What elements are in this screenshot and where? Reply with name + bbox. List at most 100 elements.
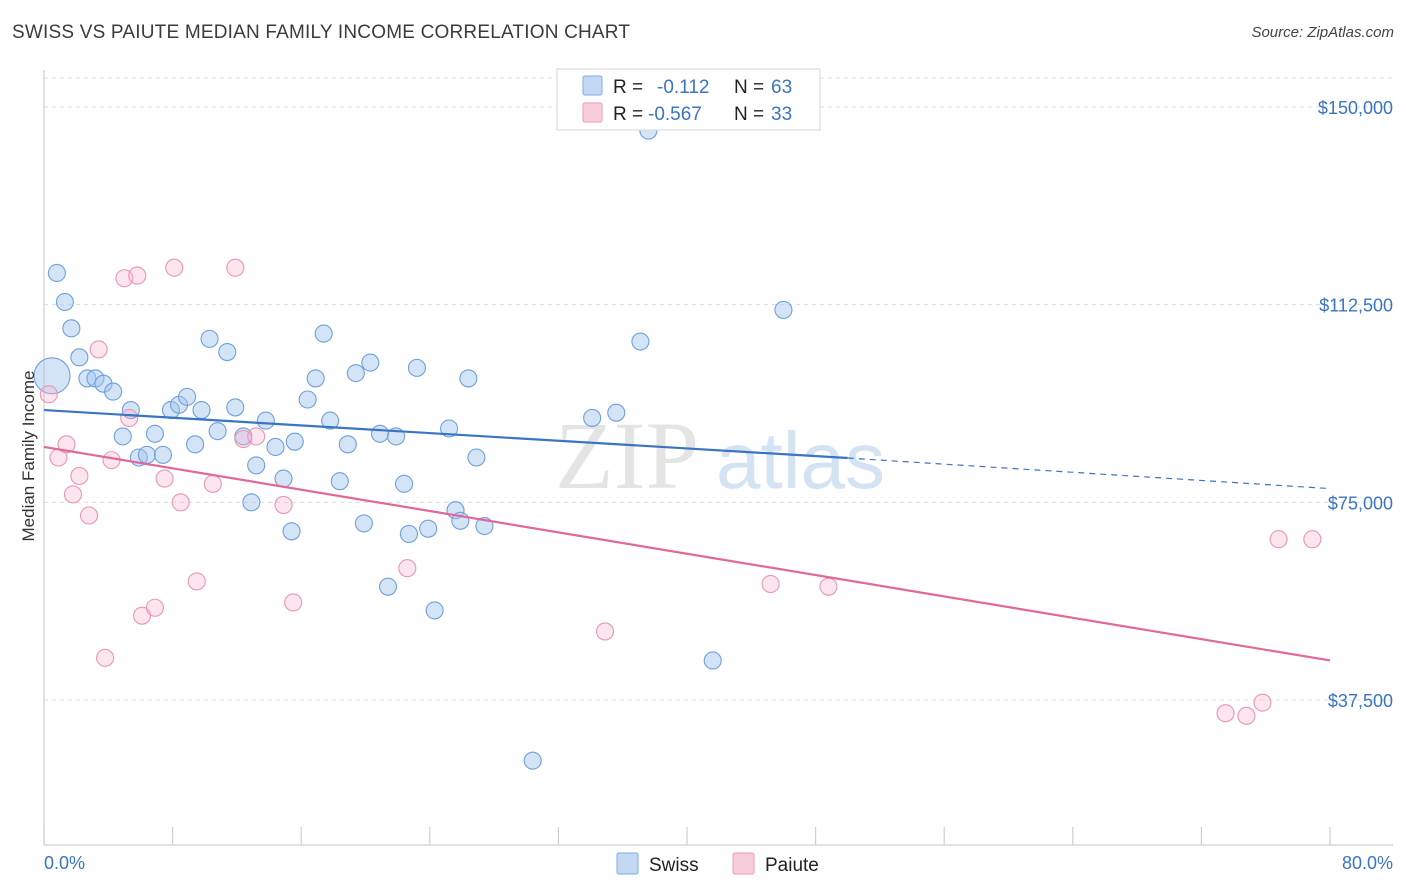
legend-n-label-swiss: N = — [734, 77, 764, 98]
y-tick-label: $112,500 — [1319, 296, 1393, 316]
point-swiss — [285, 432, 304, 451]
point-swiss — [145, 424, 164, 443]
point-paiute — [57, 435, 76, 454]
point-swiss — [137, 445, 156, 464]
point-paiute — [1253, 693, 1272, 712]
point-swiss — [242, 493, 261, 512]
point-swiss — [419, 519, 438, 538]
point-swiss — [55, 292, 74, 312]
legend-r-value-paiute: -0.567 — [648, 104, 702, 125]
point-swiss — [178, 387, 197, 406]
point-paiute — [761, 574, 780, 594]
chart-title: SWISS VS PAIUTE MEDIAN FAMILY INCOME COR… — [12, 22, 631, 43]
gridlines — [44, 77, 1393, 701]
legend-r-label-paiute: R = — [613, 104, 643, 125]
point-swiss — [33, 357, 71, 395]
point-swiss — [378, 577, 398, 596]
point-swiss — [282, 522, 301, 541]
watermark-atlas: atlas — [716, 416, 885, 505]
point-swiss — [583, 408, 602, 428]
top-legend: R = -0.112 N = 63 R = -0.567 N = 33 — [556, 68, 821, 131]
trend-line-swiss-extension — [847, 457, 1331, 490]
point-swiss — [607, 403, 626, 422]
point-swiss — [440, 419, 459, 438]
point-paiute — [128, 266, 147, 285]
point-paiute — [89, 340, 108, 359]
point-swiss — [774, 300, 793, 319]
source-credit: Source: ZipAtlas.com — [1251, 24, 1394, 41]
point-paiute — [120, 408, 139, 428]
point-swiss — [321, 411, 340, 430]
point-swiss — [104, 382, 123, 401]
bottom-legend: Swiss Paiute — [616, 852, 819, 876]
point-swiss — [703, 651, 722, 670]
point-swiss — [523, 751, 542, 770]
point-paiute — [187, 572, 206, 591]
point-paiute — [203, 474, 222, 493]
point-swiss — [62, 319, 81, 338]
point-paiute — [155, 469, 174, 488]
point-paiute — [171, 493, 190, 512]
axes — [43, 70, 1393, 846]
point-swiss — [266, 437, 285, 457]
point-paiute — [1303, 530, 1322, 549]
point-paiute — [247, 427, 266, 446]
point-swiss — [47, 263, 66, 283]
x-tick-label-min: 0.0% — [44, 853, 85, 873]
point-swiss — [467, 448, 486, 467]
legend-r-value-swiss: -0.112 — [657, 77, 709, 98]
point-swiss — [218, 343, 237, 362]
point-paiute — [1269, 530, 1288, 549]
legend-swatch-swiss — [582, 75, 603, 96]
legend-r-label-swiss: R = — [613, 77, 643, 98]
point-paiute — [79, 506, 99, 525]
point-paiute — [398, 559, 417, 578]
point-paiute — [63, 485, 82, 504]
point-swiss — [226, 398, 245, 417]
trend-line-paiute — [43, 445, 1331, 662]
watermark-zip: ZIP — [555, 402, 699, 509]
point-swiss — [459, 369, 478, 388]
point-paiute — [165, 258, 184, 277]
point-swiss — [346, 364, 365, 383]
point-swiss — [354, 514, 373, 533]
point-swiss — [306, 369, 325, 388]
point-paiute — [1237, 706, 1256, 725]
point-swiss — [192, 401, 211, 420]
point-paiute — [96, 648, 115, 667]
bottom-legend-label-paiute: Paiute — [765, 855, 819, 876]
point-swiss — [153, 445, 173, 464]
point-swiss — [200, 329, 219, 348]
y-tick-label: $150,000 — [1318, 98, 1393, 118]
point-paiute — [39, 385, 58, 404]
legend-n-value-swiss: 63 — [771, 77, 792, 98]
point-swiss — [361, 353, 380, 372]
trend-line-swiss — [43, 408, 848, 460]
y-tick-label: $37,500 — [1328, 691, 1393, 711]
legend-swatch-paiute — [582, 102, 603, 123]
point-swiss — [113, 427, 132, 446]
point-swiss — [70, 348, 89, 367]
point-paiute — [819, 577, 838, 596]
point-swiss — [338, 435, 357, 454]
point-paiute — [595, 622, 615, 641]
point-paiute — [284, 593, 303, 612]
point-swiss — [425, 601, 444, 620]
trend-lines — [43, 408, 1331, 662]
bottom-legend-swatch-swiss — [616, 852, 639, 875]
tick-labels: $37,500 $75,000 $112,500 $150,000 0.0% 80.0% — [44, 98, 1393, 873]
point-swiss — [370, 424, 390, 443]
bottom-legend-swatch-paiute — [732, 852, 755, 875]
point-swiss — [314, 324, 333, 343]
point-swiss — [186, 435, 205, 454]
legend-n-value-paiute: 33 — [771, 104, 792, 125]
point-swiss — [298, 390, 317, 409]
x-tick-label-max: 80.0% — [1342, 853, 1393, 873]
y-axis-title: Median Family Income — [19, 370, 38, 541]
point-paiute — [70, 466, 89, 486]
bottom-legend-label-swiss: Swiss — [649, 855, 699, 876]
point-paiute — [226, 258, 245, 277]
point-swiss — [399, 524, 418, 543]
point-paiute — [274, 495, 293, 514]
point-swiss — [631, 332, 650, 351]
